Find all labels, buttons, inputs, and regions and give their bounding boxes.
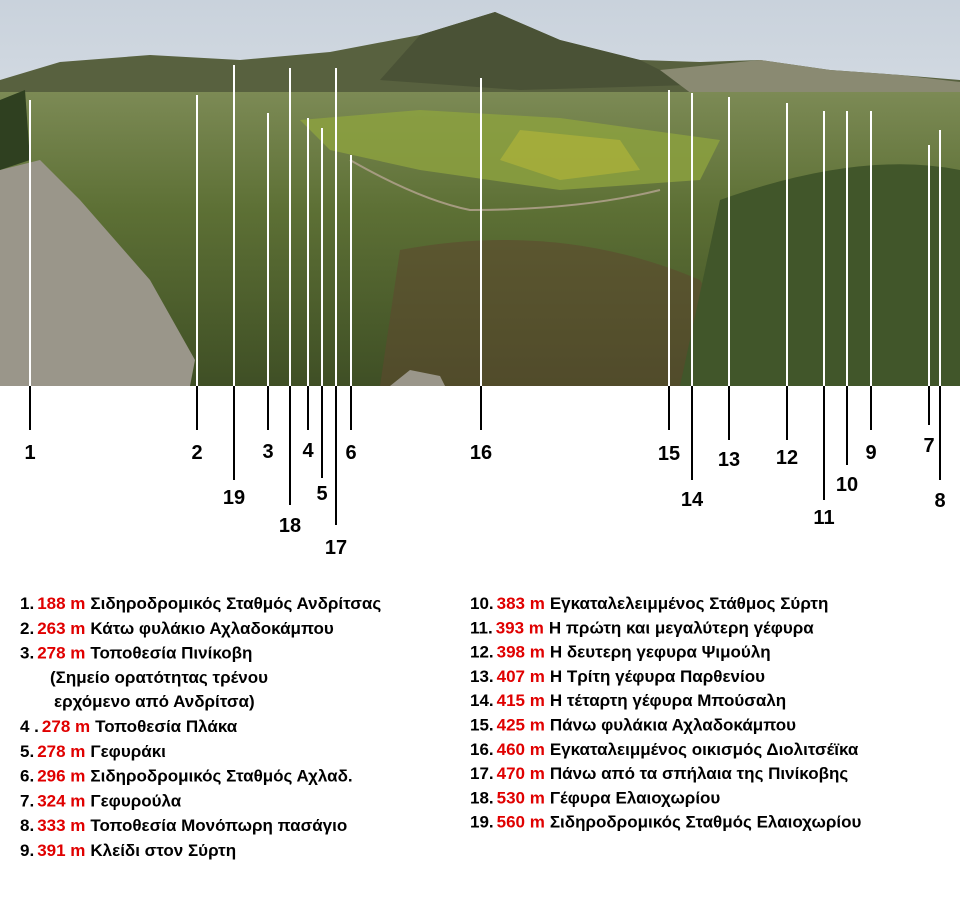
legend-elevation: 530 m [497,788,545,807]
legend-name: Τοποθεσία Πλάκα [95,717,238,736]
legend-number: 12. [470,643,494,662]
legend-item: 4 . 278 m Τοποθεσία Πλάκα [20,717,238,736]
legend-name: Γεφυρούλα [90,791,181,810]
marker-label: 5 [316,483,327,505]
legend-elevation: 460 m [497,740,545,759]
legend-name: Εγκαταλειμμένος οικισμός Διολιτσέϊκα [550,740,859,759]
legend-item: 5. 278 m Γεφυράκι [20,742,166,761]
marker-label: 8 [934,490,945,512]
legend-name: Τοποθεσία Πινίκοβη [90,644,252,663]
legend-name: Γέφυρα Ελαιοχωρίου [550,788,721,807]
legend-item: 10. 383 m Εγκαταλελειμμένος Στάθμος Σύρτη [470,594,828,613]
legend-item: 11. 393 m Η πρώτη και μεγαλύτερη γέφυρα [470,618,814,637]
legend-item: 13. 407 m Η Τρίτη γέφυρα Παρθενίου [470,667,765,686]
legend-elevation: 296 m [37,767,85,786]
legend-number: 2. [20,619,34,638]
legend-name: Πάνω από τα σπήλαια της Πινίκοβης [550,764,849,783]
legend-name: Σιδηροδρομικός Σταθμός Ελαιοχωρίου [550,813,862,832]
marker-label: 13 [718,449,740,471]
legend-name: Η τέταρτη γέφυρα Μπούσαλη [550,691,786,710]
legend-elevation: 415 m [497,691,545,710]
marker-label: 17 [325,537,347,559]
legend-number: 19. [470,813,494,832]
legend-item: 15. 425 m Πάνω φυλάκια Αχλαδοκάμπου [470,716,796,735]
marker-label: 15 [658,443,680,465]
legend-elevation: 278 m [42,717,90,736]
legend-number: 6. [20,767,34,786]
legend-item: 7. 324 m Γεφυρούλα [20,791,182,810]
legend-elevation: 391 m [37,841,85,860]
marker-label: 10 [836,474,858,496]
legend-name: Τοποθεσία Μονόπωρη πασάγιο [90,816,347,835]
legend-elevation: 278 m [37,742,85,761]
legend-item: 2. 263 m Κάτω φυλάκιο Αχλαδοκάμπου [20,619,334,638]
legend-name: Κάτω φυλάκιο Αχλαδοκάμπου [90,619,333,638]
legend-number: 15. [470,716,494,735]
legend-number: 9. [20,841,34,860]
legend-number: 8. [20,816,34,835]
marker-label: 4 [302,440,314,462]
legend-number: 1. [20,594,34,613]
legend-elevation: 425 m [497,716,545,735]
legend-number: 5. [20,742,34,761]
legend-note: (Σημείο ορατότητας τρένου [50,668,268,687]
legend-item: 12. 398 m Η δευτερη γεφυρα Ψιμούλη [470,643,771,662]
legend-name: Κλείδι στον Σύρτη [90,841,236,860]
legend-number: 16. [470,740,494,759]
legend-name: Γεφυράκι [90,742,166,761]
legend-number: 14. [470,691,494,710]
marker-label: 6 [345,442,356,464]
legend-number: 10. [470,594,494,613]
legend-number: 7. [20,791,34,810]
legend-number: 11. [470,618,493,637]
marker-label: 16 [470,442,492,464]
legend-item: 14. 415 m Η τέταρτη γέφυρα Μπούσαλη [470,691,786,710]
legend-name: Σιδηροδρομικός Σταθμός Ανδρίτσας [90,594,381,613]
legend-item: 16. 460 m Εγκαταλειμμένος οικισμός Διολιτσ… [470,740,859,759]
marker-label: 1 [24,442,35,464]
legend-name: Η Τρίτη γέφυρα Παρθενίου [550,667,765,686]
marker-label: 7 [923,435,934,457]
legend-name: Η δευτερη γεφυρα Ψιμούλη [550,643,771,662]
legend-name: Εγκαταλελειμμένος Στάθμος Σύρτη [550,594,829,613]
legend-elevation: 278 m [37,644,85,663]
legend-number: 17. [470,764,494,783]
marker-label: 14 [681,489,704,511]
legend-item: 8. 333 m Τοποθεσία Μονόπωρη πασάγιο [20,816,347,835]
legend-elevation: 383 m [497,594,545,613]
legend-note: ερχόμενο από Ανδρίτσα) [54,692,255,711]
legend-elevation: 324 m [37,791,85,810]
legend-item: 18. 530 m Γέφυρα Ελαιοχωρίου [470,788,720,807]
marker-label: 3 [262,441,273,463]
legend-number: 13. [470,667,494,686]
marker-label: 19 [223,487,245,509]
legend-elevation: 398 m [497,643,545,662]
legend-item: 1. 188 m Σιδηροδρομικός Σταθμός Ανδρίτσας [20,594,381,613]
legend-name: Πάνω φυλάκια Αχλαδοκάμπου [550,716,796,735]
legend-item: 19. 560 m Σιδηροδρομικός Σταθμός Ελαιοχωρί… [470,813,862,832]
legend-number: 3. [20,644,34,663]
legend-elevation: 560 m [497,813,545,832]
legend-number: 18. [470,788,494,807]
legend-elevation: 333 m [37,816,85,835]
legend-elevation: 263 m [37,619,85,638]
marker-label: 9 [865,442,876,464]
legend-elevation: 470 m [497,764,545,783]
legend-item: 3. 278 m Τοποθεσία Πινίκοβη [20,644,252,663]
legend-item: 9. 391 m Κλείδι στον Σύρτη [20,841,236,860]
legend-item: 17. 470 m Πάνω από τα σπήλαια της Πινίκοβη… [470,764,848,783]
marker-label: 2 [191,442,202,464]
marker-label: 18 [279,515,301,537]
legend-number: 4 . [20,717,39,736]
legend-item: 6. 296 m Σιδηροδρομικός Σταθμός Αχλαδ. [20,767,353,786]
legend-name: Σιδηροδρομικός Σταθμός Αχλαδ. [90,767,352,786]
legend-name: Η πρώτη και μεγαλύτερη γέφυρα [549,618,814,637]
marker-label: 11 [813,507,834,529]
legend-elevation: 188 m [37,594,85,613]
marker-label: 12 [776,447,798,469]
legend-elevation: 393 m [496,618,544,637]
legend-elevation: 407 m [497,667,545,686]
